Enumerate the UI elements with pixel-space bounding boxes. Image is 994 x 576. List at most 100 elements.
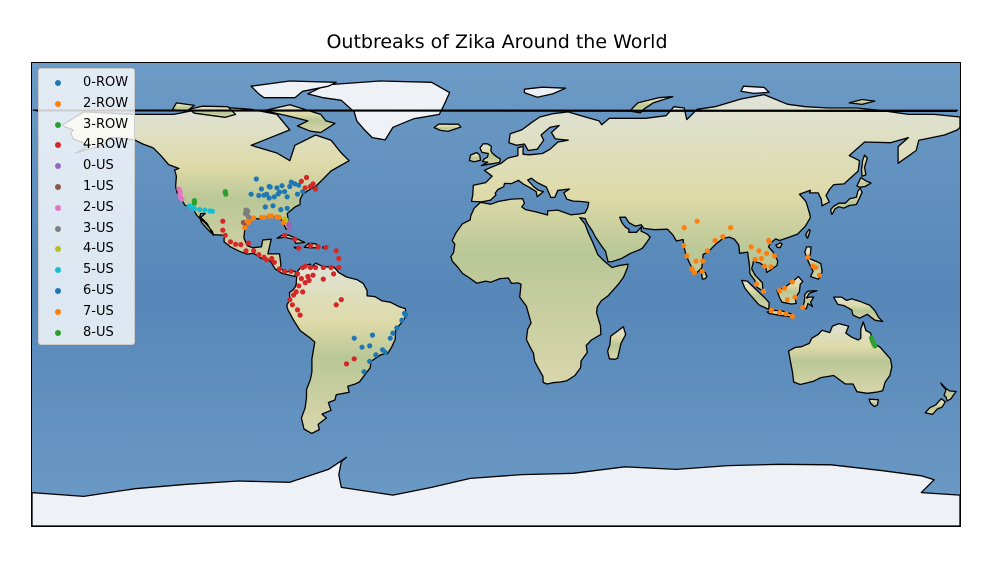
data-point-0-row — [278, 207, 284, 213]
legend-marker — [55, 267, 61, 274]
data-point-0-row — [367, 343, 373, 349]
landmass-new-siberian — [848, 98, 876, 106]
legend: 0-ROW 2-ROW 3-ROW 4-ROW 0-US 1-US 2-US 3-US 4-US… — [38, 68, 135, 345]
legend-item: 8-US — [39, 323, 136, 343]
data-point-4-row — [243, 248, 249, 254]
data-point-4-row — [298, 178, 304, 184]
data-point-4-row — [220, 227, 226, 233]
data-point-0-row — [274, 185, 280, 191]
land-layer — [32, 80, 960, 526]
data-point-4-row — [298, 276, 304, 282]
data-point-4-row — [256, 252, 262, 258]
data-point-4-row — [300, 289, 306, 295]
data-point-2-row — [681, 225, 687, 231]
data-point-4-row — [292, 236, 298, 242]
legend-marker — [55, 308, 61, 315]
data-point-0-row — [387, 335, 393, 341]
data-point-4-row — [306, 277, 312, 283]
data-point-2-row — [694, 218, 700, 224]
data-point-4-row — [289, 302, 295, 308]
data-point-4-row — [269, 255, 275, 262]
data-point-2-row — [720, 234, 726, 240]
data-point-4-row — [307, 243, 313, 249]
landmass-sulawesi — [801, 289, 818, 310]
data-point-4-row — [276, 266, 283, 272]
legend-item: 0-ROW — [39, 73, 136, 93]
landmass-japan — [829, 187, 863, 215]
data-point-4-row — [310, 181, 316, 187]
data-point-4-row — [307, 264, 313, 271]
points-layer — [176, 174, 878, 375]
data-point-2-row — [777, 309, 783, 316]
data-point-4-row — [320, 264, 326, 271]
data-point-2-row — [771, 253, 778, 259]
landmass-new-zealand-north — [940, 382, 957, 402]
data-point-0-row — [373, 352, 379, 358]
landmass-severnaya-zemlya — [740, 85, 770, 95]
page-title: Outbreaks of Zika Around the World — [326, 31, 668, 53]
data-point-0-us — [286, 225, 293, 231]
data-point-0-row — [284, 194, 290, 200]
landmass-taiwan — [804, 228, 811, 239]
data-point-2-row — [693, 258, 699, 264]
landmass-wrangel — [32, 109, 959, 113]
data-point-7-us — [251, 215, 257, 221]
legend-item: 4-ROW — [39, 135, 136, 155]
data-point-0-row — [394, 325, 400, 331]
data-point-4-row — [296, 245, 302, 251]
data-point-4-row — [338, 297, 344, 303]
legend-item: 6-US — [39, 281, 136, 301]
data-point-2-us — [176, 186, 182, 192]
data-point-0-row — [282, 189, 288, 195]
data-point-4-row — [227, 239, 234, 245]
data-point-0-row — [296, 182, 302, 188]
legend-marker — [55, 288, 61, 294]
landmass-new-guinea — [833, 296, 884, 323]
data-point-0-row — [401, 310, 408, 316]
data-point-0-row — [262, 204, 268, 210]
data-point-4-row — [238, 242, 244, 248]
data-point-6-us — [253, 176, 259, 182]
data-point-5-us — [202, 207, 208, 213]
data-point-2-row — [704, 248, 711, 254]
landmass-great-britain — [479, 143, 502, 167]
map-frame — [31, 62, 961, 527]
data-point-4-row — [282, 232, 288, 238]
data-point-4-row — [296, 283, 302, 289]
data-point-6-us — [266, 195, 272, 201]
data-point-3-row — [872, 343, 878, 349]
data-point-2-row — [761, 288, 767, 294]
data-point-0-row — [359, 344, 365, 350]
legend-marker — [55, 142, 61, 149]
data-point-4-row — [294, 271, 301, 277]
data-point-2-row — [777, 288, 783, 294]
data-point-4-row — [264, 257, 270, 263]
data-point-6-us — [258, 186, 264, 192]
data-point-4-row — [320, 276, 326, 282]
legend-label: 5-US — [83, 262, 114, 278]
data-point-0-row — [271, 194, 277, 200]
landmass-baffin — [263, 104, 336, 134]
data-point-4-row — [271, 259, 277, 265]
data-point-7-us — [258, 214, 264, 220]
data-point-8-us — [223, 191, 229, 197]
data-point-2-row — [762, 263, 768, 269]
data-point-4-row — [336, 255, 342, 262]
data-point-6-us — [261, 192, 267, 198]
data-point-2-row — [789, 313, 796, 319]
data-point-2-row — [768, 264, 774, 270]
legend-label: 3-ROW — [83, 116, 129, 132]
legend-item: 7-US — [39, 302, 136, 322]
legend-item: 1-US — [39, 177, 136, 197]
legend-label: 6-US — [83, 283, 114, 298]
data-point-4-row — [245, 240, 252, 246]
legend-item: 5-US — [39, 260, 136, 280]
data-point-4-row — [233, 241, 239, 247]
data-point-4-row — [251, 248, 257, 254]
legend-marker — [55, 100, 61, 107]
data-point-4-row — [313, 186, 319, 192]
data-point-0-row — [361, 369, 367, 375]
data-point-4-row — [351, 356, 357, 362]
legend-label: 1-US — [83, 179, 114, 194]
data-point-3-row — [869, 335, 875, 341]
